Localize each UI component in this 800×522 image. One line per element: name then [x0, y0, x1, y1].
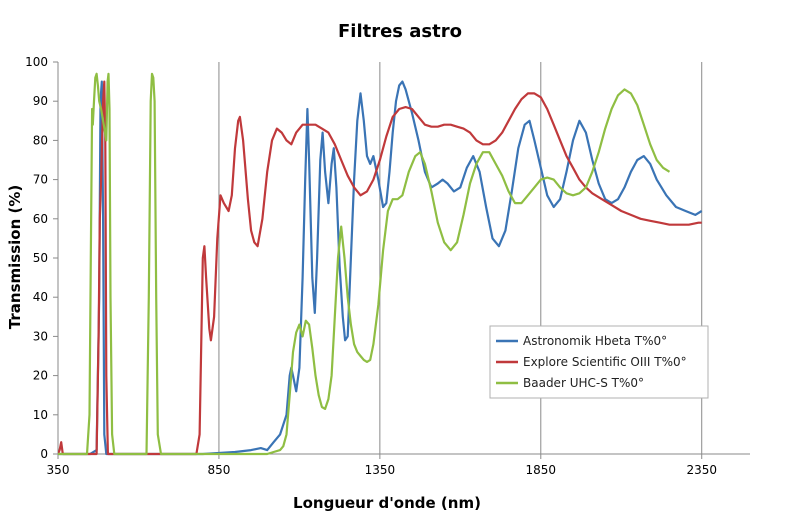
x-tick-label: 350: [47, 463, 70, 477]
y-tick-label: 60: [33, 212, 48, 226]
legend: Astronomik Hbeta T%0° Explore Scientific …: [489, 325, 709, 399]
chart-title: Filtres astro: [338, 21, 462, 42]
x-axis-title: Longueur d'onde (nm): [293, 494, 481, 512]
series-layer: [58, 72, 703, 456]
series-line-3: [58, 72, 671, 456]
legend-label: Explore Scientific OIII T%0°: [523, 355, 687, 369]
y-tick-label: 100: [25, 55, 48, 69]
series-line-1: [58, 80, 703, 456]
y-tick-label: 0: [40, 447, 48, 461]
legend-label: Astronomik Hbeta T%0°: [523, 334, 667, 348]
x-tick-label: 1850: [526, 463, 557, 477]
y-tick-label: 30: [33, 329, 48, 343]
x-tick-labels: 350 850 1350 1850 2350: [47, 454, 717, 477]
y-tick-label: 90: [33, 94, 48, 108]
y-tick-label: 10: [33, 408, 48, 422]
x-tick-label: 2350: [686, 463, 717, 477]
y-tick-label: 20: [33, 369, 48, 383]
series-line-2: [58, 80, 702, 456]
y-tick-label: 80: [33, 133, 48, 147]
legend-label: Baader UHC-S T%0°: [523, 376, 644, 390]
x-tick-label: 850: [207, 463, 230, 477]
x-tick-label: 1350: [365, 463, 396, 477]
legend-box: [489, 325, 709, 399]
y-tick-labels: 0 10 20 30 40 50 60 70 80 90 100: [25, 55, 58, 461]
y-axis-title: Transmission (%): [6, 185, 24, 329]
y-tick-label: 50: [33, 251, 48, 265]
y-tick-label: 70: [33, 173, 48, 187]
y-tick-label: 40: [33, 290, 48, 304]
